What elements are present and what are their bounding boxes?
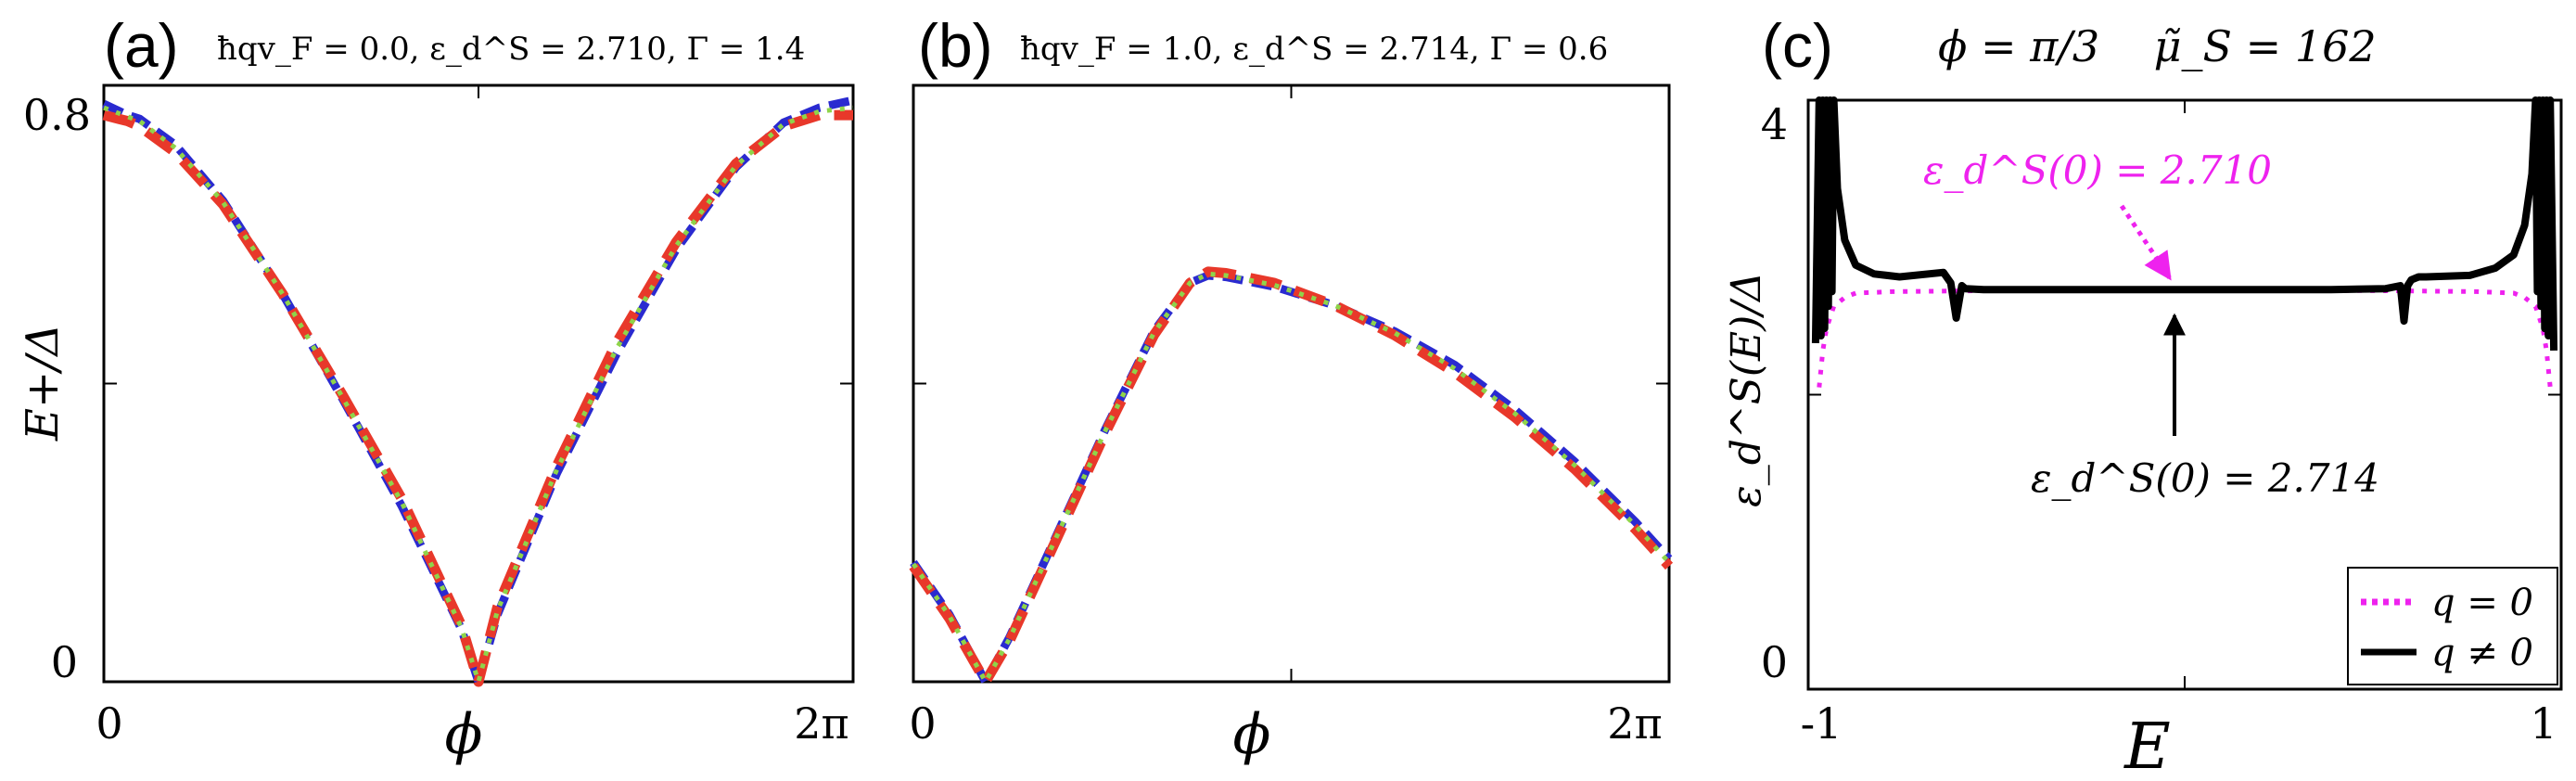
panel-c-series-line-0 (1817, 288, 2553, 388)
panel-b-series-line-1 (909, 266, 1674, 687)
panel-b: (b) ħqv_F = 1.0, ε_d^S = 2.714, Γ = 0.6 … (909, 11, 1674, 767)
panel-c-xtick-left: -1 (1801, 698, 1843, 749)
legend-box (2347, 567, 2558, 685)
panel-a-xtick-right: 2π (794, 698, 849, 749)
panel-c-annotation-black: ε_d^S(0) = 2.714 (2031, 455, 2379, 501)
panel-a-ylabel: E+/Δ (17, 324, 69, 442)
panel-c-ytick-top: 4 (1761, 99, 1788, 149)
panel-a-xtick-left: 0 (96, 698, 122, 749)
panel-b-xtick-left: 0 (909, 698, 936, 749)
panel-b-xtick-right: 2π (1607, 698, 1663, 749)
panel-c-annotation-magenta: ε_d^S(0) = 2.710 (1923, 147, 2272, 193)
panel-c-ylabel: ε_d^S(E)/Δ (1723, 272, 1770, 507)
panel-c-legend: q = 0 q ≠ 0 (2347, 567, 2558, 685)
panel-c-title: ϕ = π/3 μ̃_S = 162 (1938, 21, 2377, 71)
panel-a-series-line-0 (102, 96, 854, 686)
panel-b-letter: (b) (918, 11, 993, 80)
legend-label-q0: q = 0 (2431, 582, 2533, 624)
panel-a-ytick-bottom: 0 (51, 637, 78, 687)
panel-b-title: ħqv_F = 1.0, ε_d^S = 2.714, Γ = 0.6 (1020, 31, 1608, 68)
panel-a-series (102, 84, 854, 687)
panel-a-letter: (a) (104, 11, 179, 80)
legend-label-qne0: q ≠ 0 (2431, 632, 2533, 674)
panel-c-series-line-1 (1811, 96, 2558, 351)
panel-b-series (909, 84, 1674, 687)
panel-c-letter: (c) (1762, 11, 1833, 80)
panel-c-xtick-right: 1 (2530, 698, 2557, 749)
panel-b-series-line-2 (911, 271, 1671, 685)
panel-b-series-line-0 (910, 271, 1673, 686)
panel-c: (c) ϕ = π/3 μ̃_S = 162 4 0 -1 1 E ε_d^S(… (1723, 11, 2563, 781)
panel-b-xlabel: ϕ (1233, 702, 1271, 767)
panel-c-annotation-magenta-arrow (2119, 204, 2173, 281)
panel-c-series (1807, 96, 2562, 690)
panel-a-series-line-2 (103, 105, 854, 685)
panel-a-plot-frame (102, 83, 855, 684)
panel-a-xlabel: ϕ (445, 702, 483, 767)
panel-a: (a) ħqv_F = 0.0, ε_d^S = 2.710, Γ = 1.4 … (17, 11, 855, 767)
panel-a-ytick-top: 0.8 (23, 90, 91, 140)
panel-a-series-line-1 (102, 109, 853, 687)
panel-c-ytick-bottom: 0 (1761, 637, 1788, 687)
panel-a-title: ħqv_F = 0.0, ε_d^S = 2.710, Γ = 1.4 (217, 31, 805, 68)
panel-c-xlabel: E (2123, 711, 2171, 781)
